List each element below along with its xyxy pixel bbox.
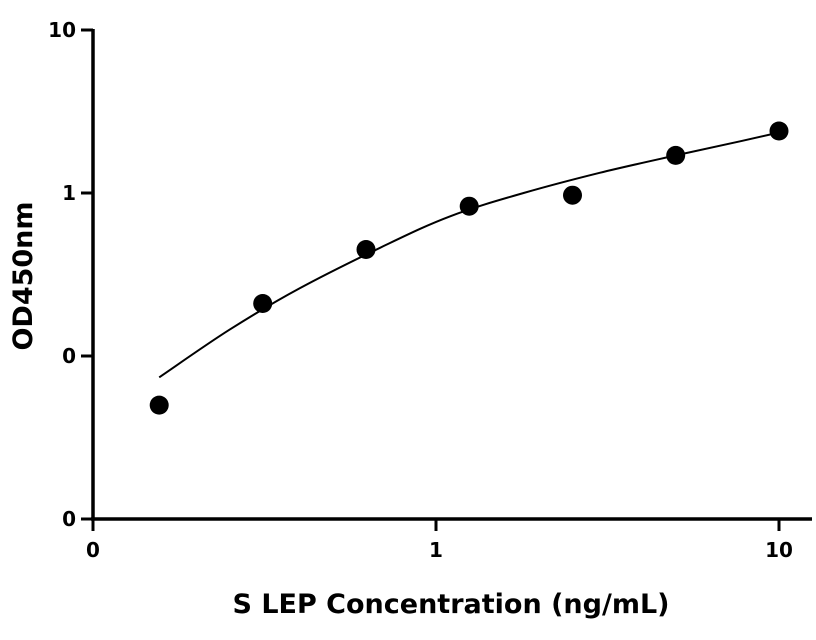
data-point [149,395,169,415]
data-point [666,145,686,165]
y-tick-label: 10 [48,18,76,42]
data-point [459,196,479,216]
x-axis-title: S LEP Concentration (ng/mL) [232,589,669,620]
x-tick-label: 1 [429,538,443,562]
y-tick-label: 0 [62,507,76,531]
x-tick-label: 10 [765,538,793,562]
fit-curve [158,131,780,379]
data-point [769,121,789,141]
data-point [253,294,273,313]
y-tick-label: 0 [62,344,76,368]
x-tick-label: 0 [86,538,100,562]
data-point [563,185,582,205]
y-axis-title: OD450nm [8,201,39,350]
y-tick-label: 1 [62,181,76,205]
data-point [356,240,376,259]
